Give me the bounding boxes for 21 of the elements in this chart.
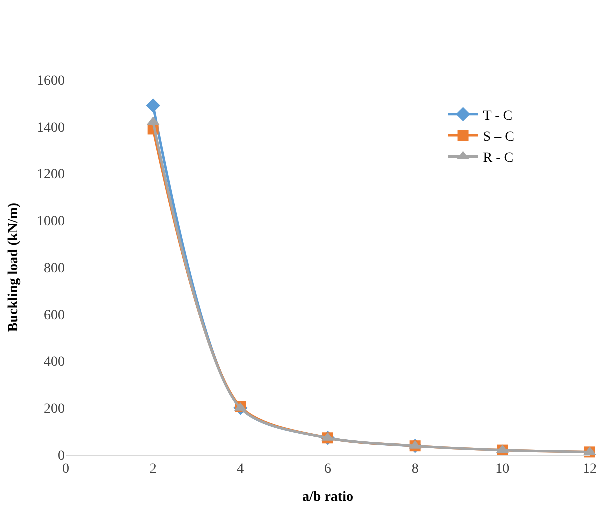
y-tick-label: 0 <box>58 448 65 464</box>
y-axis-title: Buckling load (kN/m) <box>6 202 22 332</box>
y-tick-label: 200 <box>44 402 65 418</box>
x-tick-label: 2 <box>150 462 157 477</box>
y-tick-label: 1600 <box>37 74 65 89</box>
legend-label: S – C <box>483 130 514 146</box>
legend-label: T - C <box>483 108 513 124</box>
y-tick-label: 400 <box>44 355 65 370</box>
point <box>146 98 160 113</box>
x-tick-label: 12 <box>583 462 597 477</box>
y-tick-label: 800 <box>44 261 65 276</box>
legend-label: R - C <box>483 151 514 166</box>
y-tick-label: 1000 <box>37 214 65 230</box>
x-tick-label: 6 <box>324 462 332 477</box>
y-tick-label: 600 <box>44 308 65 324</box>
y-tick-label: 1400 <box>37 120 65 136</box>
x-tick-label: 4 <box>237 462 244 477</box>
x-tick-label: 10 <box>496 462 510 477</box>
x-axis-title: a/b ratio <box>302 490 354 506</box>
x-tick-label: 8 <box>412 462 419 477</box>
y-tick-label: 1200 <box>37 168 65 183</box>
